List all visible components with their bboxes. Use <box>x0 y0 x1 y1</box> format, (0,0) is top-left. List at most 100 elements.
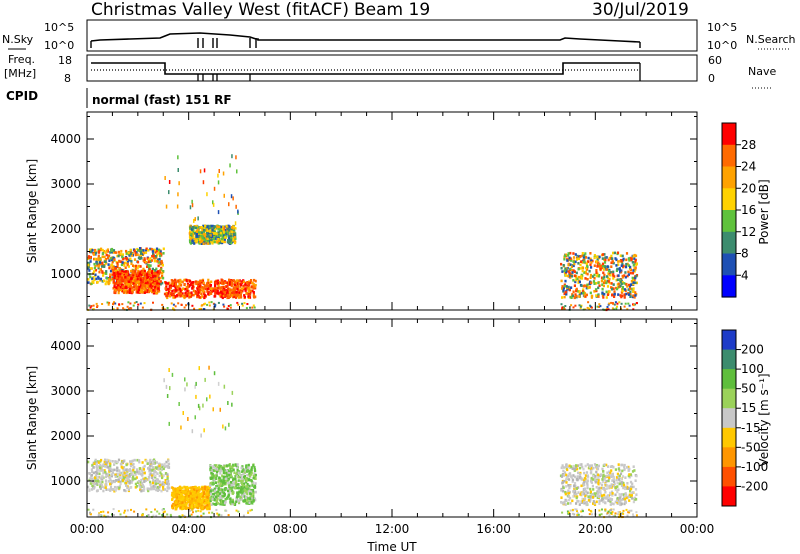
heatmap-cell <box>143 471 146 475</box>
heatmap-cell <box>143 480 146 483</box>
heatmap-cell <box>133 301 136 304</box>
heatmap-cell <box>601 287 604 291</box>
heatmap-cell <box>597 476 600 480</box>
heatmap-cell <box>614 301 617 304</box>
heatmap-cell <box>241 470 244 473</box>
heatmap-cell <box>108 459 111 463</box>
heatmap-cell <box>229 468 232 471</box>
heatmap-cell <box>155 291 158 295</box>
heatmap-cell <box>158 248 161 252</box>
heatmap-cell <box>245 480 248 484</box>
heatmap-cell <box>606 471 609 475</box>
heatmap-cell <box>149 273 152 277</box>
heatmap-cell <box>579 463 582 467</box>
heatmap-cell <box>136 277 139 281</box>
heatmap-cell <box>139 480 142 484</box>
heatmap-cell <box>117 279 120 283</box>
heatmap-cell <box>214 491 218 494</box>
heatmap-cell <box>102 279 106 283</box>
heatmap-cell <box>90 474 93 477</box>
heatmap-cell <box>123 489 126 492</box>
heatmap-cell <box>569 472 572 475</box>
heatmap-cell <box>153 278 156 282</box>
heatmap-cell <box>203 229 206 232</box>
heatmap-cell <box>581 499 584 503</box>
heatmap-cell <box>183 486 186 489</box>
heatmap-cell <box>94 264 97 268</box>
heatmap-cell <box>618 279 622 282</box>
heatmap-cell <box>217 292 220 295</box>
heatmap-cell <box>566 267 569 270</box>
heatmap-cell <box>226 473 229 477</box>
heatmap-cell <box>136 266 139 270</box>
heatmap-cell <box>225 464 228 467</box>
heatmap-cell <box>221 490 224 494</box>
heatmap-cell <box>581 290 584 293</box>
heatmap-cell <box>233 232 236 236</box>
heatmap-cell <box>101 477 104 481</box>
heatmap-cell <box>621 289 624 293</box>
heatmap-cell <box>100 467 103 471</box>
heatmap-cell <box>623 485 626 489</box>
heatmap-cell <box>630 256 633 260</box>
heatmap-cell <box>209 499 212 503</box>
heatmap-cell <box>166 476 169 480</box>
heatmap-cell <box>186 498 189 501</box>
heatmap-cell <box>625 263 628 266</box>
heatmap-cell <box>171 504 174 508</box>
heatmap-cell <box>576 467 579 471</box>
heatmap-cell <box>206 495 209 499</box>
heatmap-cell <box>585 503 588 507</box>
heatmap-cell <box>631 470 635 473</box>
heatmap-cell <box>166 479 169 483</box>
heatmap-cell <box>215 464 218 467</box>
heatmap-cell <box>212 469 215 472</box>
heatmap-cell <box>570 274 574 278</box>
heatmap-cell <box>595 294 598 297</box>
heatmap-cell <box>186 282 190 286</box>
heatmap-cell <box>571 293 574 296</box>
heatmap-cell <box>252 287 255 290</box>
heatmap-cell <box>569 475 573 478</box>
heatmap-cell <box>200 292 203 296</box>
heatmap-cell <box>184 291 187 294</box>
heatmap-cell <box>122 279 125 282</box>
heatmap-cell <box>113 480 116 484</box>
heatmap-cell <box>599 305 602 308</box>
heatmap-cell <box>601 253 605 256</box>
heatmap-cell <box>154 288 157 291</box>
heatmap-cell <box>140 276 143 280</box>
heatmap-cell <box>211 483 214 486</box>
heatmap-cell <box>222 240 225 243</box>
heatmap-cell <box>218 492 222 495</box>
heatmap-cell <box>155 249 158 253</box>
heatmap-cell <box>574 260 577 264</box>
heatmap-cell <box>635 281 638 285</box>
heatmap-cell <box>620 302 623 305</box>
heatmap-cell <box>253 295 256 299</box>
heatmap-cell <box>222 281 225 284</box>
heatmap-cell <box>627 264 631 267</box>
heatmap-cell <box>200 304 203 307</box>
y-tick-label: 4000 <box>50 132 81 146</box>
heatmap-cell <box>152 466 155 469</box>
heatmap-cell <box>93 483 96 486</box>
heatmap-cell <box>586 272 589 276</box>
heatmap-cell <box>192 497 195 501</box>
heatmap-cell <box>597 473 600 477</box>
heatmap-cell <box>198 285 201 288</box>
heatmap-cell <box>146 278 149 281</box>
heatmap-cell <box>144 279 147 283</box>
heatmap-cell <box>564 490 567 494</box>
heatmap-cell <box>589 252 592 255</box>
heatmap-cell <box>132 273 135 277</box>
heatmap-cell <box>578 503 581 506</box>
heatmap-cell <box>189 492 192 495</box>
heatmap-cell <box>99 487 102 490</box>
heatmap-cell <box>182 287 185 290</box>
heatmap-cell <box>119 275 122 278</box>
heatmap-cell <box>587 475 590 479</box>
heatmap-cell <box>617 463 620 466</box>
heatmap-cell <box>596 465 599 469</box>
heatmap-cell <box>201 499 204 502</box>
